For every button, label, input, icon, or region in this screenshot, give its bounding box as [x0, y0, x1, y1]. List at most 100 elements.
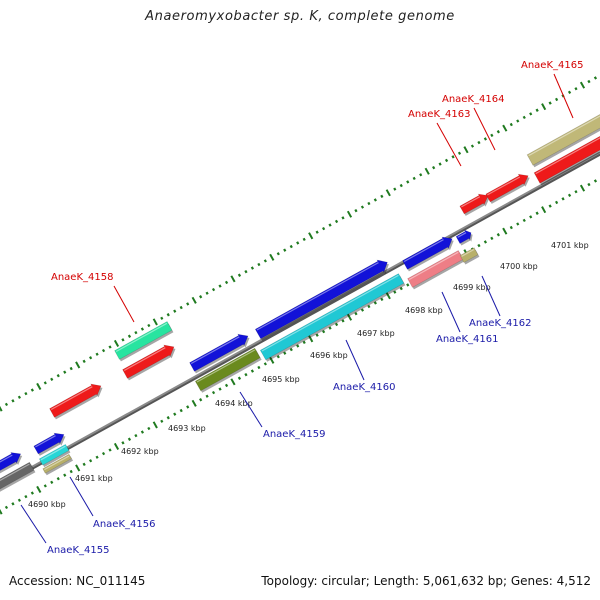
inner-tick-mark: [548, 204, 552, 208]
inner-tick-mark: [199, 398, 203, 402]
inner-tick-mark: [24, 494, 28, 499]
outer-tick-mark: [11, 399, 15, 403]
outer-tick-mark: [30, 388, 34, 392]
gene-feature-4163-highlight: [461, 196, 481, 208]
outer-tick-mark: [191, 296, 197, 304]
leader-line-anaek_4163: [436, 122, 462, 167]
outer-tick-mark: [244, 269, 248, 274]
inner-tick-mark: [95, 455, 99, 459]
outer-tick-mark: [218, 284, 222, 288]
inner-tick-mark: [341, 319, 345, 323]
inner-tick-mark: [393, 290, 397, 294]
outer-tick-mark: [346, 210, 353, 218]
outer-tick-mark: [308, 232, 314, 240]
inner-tick-mark: [56, 477, 60, 481]
inner-tick-mark: [186, 405, 190, 409]
inner-tick-mark: [4, 505, 9, 510]
inner-tick-mark: [276, 355, 280, 359]
outer-tick-mark: [224, 280, 229, 285]
inner-tick-mark: [522, 218, 526, 223]
outer-tick-mark: [360, 205, 365, 209]
gene-label-anaek_4156: AnaeK_4156: [93, 519, 155, 530]
gene-label-anaek_4160: AnaeK_4160: [333, 382, 395, 393]
gene-feature-grey-edge-highlight: [0, 463, 30, 482]
outer-tick-mark: [463, 146, 469, 154]
inner-tick-mark: [406, 283, 410, 287]
outer-tick-mark: [134, 330, 138, 335]
outer-tick-mark: [555, 97, 559, 102]
outer-tick-mark: [470, 144, 475, 148]
inner-tick-mark: [483, 240, 487, 244]
outer-tick-mark: [147, 323, 151, 328]
outer-tick-mark: [296, 241, 300, 245]
inner-tick-mark: [579, 184, 586, 192]
gene-feature-blue-3-highlight: [190, 336, 240, 365]
outer-tick-mark: [322, 226, 326, 231]
inner-tick-mark: [121, 441, 125, 445]
leader-line-anaek_4156: [69, 476, 94, 517]
gene-feature-red-1-highlight: [50, 386, 93, 411]
outer-tick-mark: [444, 158, 449, 163]
outer-tick-mark: [496, 130, 500, 134]
inner-tick-mark: [360, 308, 365, 312]
inner-tick-mark: [205, 394, 209, 398]
gene-feature-4163: [459, 193, 489, 215]
kbp-label: 4693 kbp: [168, 424, 206, 433]
outer-tick-mark: [579, 81, 586, 89]
outer-tick-mark: [567, 90, 572, 94]
inner-tick-mark: [140, 430, 144, 434]
gene-feature-4160-cyan: [259, 273, 405, 361]
gene-label-anaek_4162: AnaeK_4162: [469, 318, 531, 329]
outer-tick-mark: [373, 198, 377, 202]
outer-tick-mark: [451, 155, 455, 159]
gene-feature-red-last: [533, 135, 600, 184]
kbp-label: 4694 kbp: [215, 399, 253, 408]
outer-tick-mark: [393, 187, 397, 191]
inner-tick-mark: [380, 297, 384, 302]
kbp-label: 4696 kbp: [310, 351, 348, 360]
gene-feature-4161-pink-highlight: [408, 251, 459, 281]
inner-tick-mark: [101, 451, 106, 456]
outer-tick-mark: [89, 356, 93, 360]
inner-tick-mark: [30, 491, 34, 495]
outer-tick-mark: [160, 316, 164, 320]
leader-line-anaek_4161: [441, 291, 461, 333]
inner-tick-mark: [82, 462, 86, 467]
outer-tick-mark: [263, 259, 267, 263]
backbone-shadow: [0, 152, 600, 488]
inner-tick-mark: [283, 351, 287, 355]
outer-tick-mark: [509, 122, 513, 127]
leader-line-anaek_4158: [113, 285, 135, 323]
inner-tick-mark: [315, 333, 319, 337]
gene-label-anaek_4164: AnaeK_4164: [442, 94, 504, 105]
outer-tick-ring: [0, 76, 598, 412]
gene-label-anaek_4163: AnaeK_4163: [408, 109, 470, 120]
inner-tick-mark: [502, 227, 508, 235]
outer-tick-mark: [140, 327, 144, 331]
gene-label-anaek_4159: AnaeK_4159: [263, 429, 325, 440]
outer-tick-mark: [283, 248, 287, 252]
outer-tick-mark: [432, 165, 436, 170]
outer-tick-mark: [269, 253, 275, 261]
gene-feature-4156-cyan: [38, 443, 70, 466]
outer-tick-mark: [548, 101, 552, 105]
gene-feature-4160-cyan-highlight: [261, 274, 399, 352]
kbp-label: 4691 kbp: [75, 474, 113, 483]
outer-tick-mark: [205, 291, 209, 295]
leader-line-anaek_4155: [20, 504, 47, 544]
inner-tick-mark: [211, 390, 216, 395]
outer-tick-mark: [95, 352, 99, 356]
inner-tick-mark: [191, 399, 197, 407]
leader-line-anaek_4165: [553, 73, 574, 119]
map-title: Anaeromyxobacter sp. K, complete genome: [145, 9, 455, 24]
inner-tick-mark: [160, 419, 164, 423]
inner-tick-mark: [490, 236, 494, 241]
outer-tick-mark: [43, 381, 47, 385]
outer-tick-mark: [419, 173, 423, 177]
outer-tick-mark: [276, 252, 280, 256]
inner-tick-mark: [399, 286, 403, 291]
gene-feature-blue-3: [189, 333, 249, 372]
inner-tick-mark: [574, 190, 578, 194]
backbone-line: [0, 151, 600, 486]
leader-line-anaek_4164: [473, 107, 496, 151]
